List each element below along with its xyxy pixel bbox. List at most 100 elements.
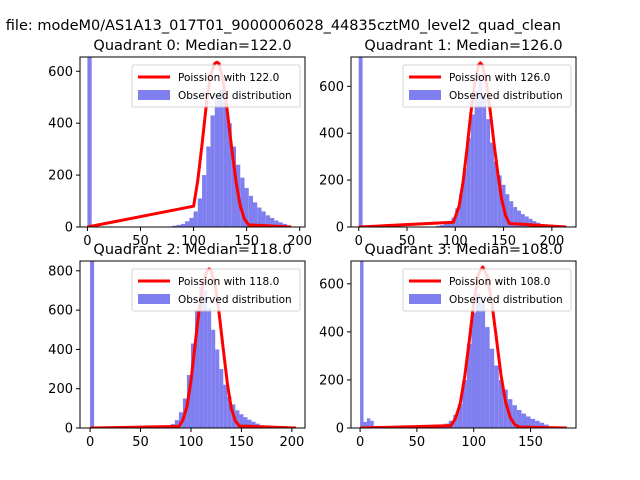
y-tick-label: 600 <box>319 80 344 95</box>
histogram-bar <box>215 349 220 428</box>
histogram-bar <box>206 146 211 227</box>
legend-label-observed: Observed distribution <box>178 90 292 102</box>
histogram-bar <box>190 343 196 428</box>
legend-label-observed: Observed distribution <box>449 294 563 306</box>
legend-label-poisson: Poission with 108.0 <box>449 276 550 288</box>
quadrant-2-panel: 0 50 100 150 200 0 200 400 600 800 Quadrant 2: Med… <box>48 242 306 450</box>
legend-box <box>131 268 301 312</box>
histogram-bar <box>435 225 440 227</box>
poisson-line <box>87 60 292 227</box>
histogram-bar <box>223 102 228 227</box>
x-tick-label: 50 <box>132 234 149 249</box>
histogram-bar <box>360 261 364 428</box>
x-tick-label: 200 <box>279 435 304 450</box>
histogram-bar <box>482 95 487 227</box>
histogram-bar <box>512 405 517 428</box>
histogram-bar <box>497 175 502 227</box>
histogram-bar <box>243 417 248 428</box>
quadrant-0-legend: Poission with 122.0 Observed distribution <box>131 64 301 108</box>
y-tick-label: 200 <box>319 174 344 189</box>
quadrant-3-title: Quadrant 3: Median=108.0 <box>364 242 562 258</box>
histogram-bar <box>227 396 232 428</box>
y-tick-label: 0 <box>65 422 73 437</box>
histogram-bar <box>195 310 200 428</box>
histogram-bar <box>278 222 283 227</box>
histogram-bar <box>87 57 92 227</box>
histogram-bar <box>197 198 203 227</box>
x-tick-label: 0 <box>86 435 94 450</box>
histogram-bar <box>90 261 95 428</box>
histogram-bar <box>202 175 207 227</box>
histogram-bar <box>489 348 495 428</box>
x-tick-label: 0 <box>355 234 363 249</box>
quadrant-2-plot-area <box>90 261 296 428</box>
y-tick-label: 600 <box>48 65 73 80</box>
quadrant-2-title: Quadrant 2: Median=118.0 <box>93 242 291 258</box>
histogram-bar <box>505 194 510 227</box>
histogram-bar <box>462 379 467 428</box>
histogram-bar <box>269 217 275 227</box>
histogram-bar <box>520 214 525 227</box>
histogram-bar <box>528 218 533 227</box>
histogram-bar <box>470 114 475 227</box>
histogram-bar <box>185 221 190 227</box>
histogram-bar <box>239 414 244 428</box>
y-tick-label: 400 <box>319 325 344 340</box>
legend-bar-swatch <box>138 90 170 100</box>
histogram-bar <box>463 168 467 227</box>
legend-bar-swatch <box>138 294 170 304</box>
y-tick-label: 600 <box>48 304 73 319</box>
axes-frame <box>79 56 306 228</box>
histogram-bar <box>524 216 529 227</box>
histogram-bar <box>521 413 526 428</box>
histogram-bar <box>503 389 508 428</box>
figure-suptitle: n file: modeM0/AS1A13_017T01_9000006028_… <box>0 18 561 34</box>
legend-bar-swatch <box>409 90 441 100</box>
histogram-bar <box>370 420 374 428</box>
histogram-bar <box>526 416 531 428</box>
y-tick-label: 400 <box>319 127 344 142</box>
y-tick-label: 800 <box>48 264 73 279</box>
legend-bar-swatch <box>409 294 441 304</box>
x-tick-label: 50 <box>409 435 426 450</box>
histogram-bar <box>459 194 464 227</box>
histogram-bar <box>509 201 514 227</box>
histogram-bar <box>214 94 220 227</box>
histogram-bar <box>471 312 476 428</box>
legend-box <box>131 64 301 108</box>
histogram-bar <box>494 365 499 428</box>
legend-box <box>402 268 572 312</box>
y-tick-label: 200 <box>48 169 73 184</box>
histogram-bar <box>480 303 486 428</box>
y-tick-label: 0 <box>336 221 344 236</box>
histogram-bar <box>466 137 471 227</box>
histogram-bar <box>455 208 460 227</box>
y-tick-label: 600 <box>319 277 344 292</box>
legend-label-observed: Observed distribution <box>178 294 292 306</box>
histogram-bar <box>231 146 237 227</box>
histogram-bar <box>211 329 216 428</box>
y-tick-label: 400 <box>48 343 73 358</box>
histogram-bar <box>235 410 240 428</box>
x-tick-label: 50 <box>132 435 149 450</box>
y-tick-label: 200 <box>48 382 73 397</box>
histogram-bar <box>453 414 458 428</box>
y-tick-label: 0 <box>65 221 73 236</box>
x-tick-label: 0 <box>356 435 364 450</box>
histogram-bar <box>457 403 463 428</box>
histogram-bar <box>251 421 256 428</box>
histogram-bar <box>443 223 448 227</box>
histogram-bar <box>178 412 183 428</box>
histogram-bar <box>516 409 522 428</box>
y-tick-label: 200 <box>319 373 344 388</box>
histogram-bar <box>490 142 494 227</box>
histogram-bar <box>358 57 363 227</box>
histogram-bar <box>247 419 252 428</box>
quadrant-1-title: Quadrant 1: Median=126.0 <box>364 38 562 54</box>
histogram-bar <box>227 123 232 227</box>
histogram-bar <box>199 286 204 428</box>
histogram-bar <box>189 217 194 227</box>
x-tick-label: 0 <box>83 234 91 249</box>
quadrant-3-plot-area <box>360 261 567 428</box>
